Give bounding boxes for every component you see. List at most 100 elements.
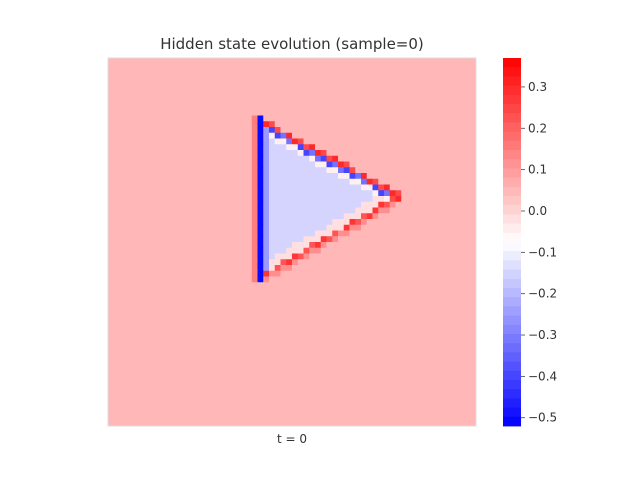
heatmap-cell <box>372 362 379 369</box>
heatmap-cell <box>223 121 230 128</box>
heatmap-cell <box>177 305 184 312</box>
heatmap-cell <box>297 247 304 254</box>
heatmap-cell <box>297 132 304 139</box>
heatmap-cell <box>269 351 276 358</box>
heatmap-cell <box>113 207 120 214</box>
heatmap-cell <box>464 265 471 272</box>
heatmap-cell <box>108 98 115 105</box>
heatmap-cell <box>211 403 218 410</box>
heatmap-cell <box>286 293 293 300</box>
heatmap-cell <box>378 305 385 312</box>
heatmap-cell <box>355 121 362 128</box>
heatmap-cell <box>108 219 115 226</box>
heatmap-cell <box>246 282 253 289</box>
heatmap-cell <box>131 242 138 249</box>
heatmap-cell <box>389 109 396 116</box>
heatmap-cell <box>211 334 218 341</box>
heatmap-cell <box>303 213 310 220</box>
heatmap-cell <box>159 144 166 151</box>
heatmap-cell <box>464 69 471 76</box>
heatmap-cell <box>303 144 310 151</box>
heatmap-cell <box>372 63 379 70</box>
heatmap-cell <box>251 224 258 231</box>
heatmap-cell <box>223 161 230 168</box>
heatmap-cell <box>292 242 299 249</box>
heatmap-cell <box>142 219 149 226</box>
heatmap-cell <box>142 351 149 358</box>
heatmap-cell <box>154 127 161 134</box>
heatmap-cell <box>136 299 143 306</box>
heatmap-cell <box>142 316 149 323</box>
heatmap-cell <box>171 75 178 82</box>
heatmap-cell <box>154 282 161 289</box>
heatmap-cell <box>292 276 299 283</box>
heatmap-cell <box>366 104 373 111</box>
heatmap-cell <box>182 230 189 237</box>
heatmap-cell <box>441 282 448 289</box>
heatmap-cell <box>205 288 212 295</box>
heatmap-cell <box>424 121 431 128</box>
heatmap-cell <box>113 161 120 168</box>
heatmap-cell <box>171 63 178 70</box>
heatmap-cell <box>165 385 172 392</box>
heatmap-cell <box>407 138 414 145</box>
heatmap-cell <box>355 293 362 300</box>
heatmap-cell <box>355 173 362 180</box>
heatmap-cell <box>280 374 287 381</box>
heatmap-cell <box>228 63 235 70</box>
heatmap-cell <box>418 196 425 203</box>
heatmap-cell <box>131 276 138 283</box>
heatmap-cell <box>194 86 201 93</box>
heatmap-cell <box>136 403 143 410</box>
heatmap-cell <box>142 127 149 134</box>
heatmap-cell <box>343 150 350 157</box>
heatmap-cell <box>320 207 327 214</box>
heatmap-cell <box>401 69 408 76</box>
heatmap-cell <box>240 213 247 220</box>
heatmap-cell <box>223 357 230 364</box>
heatmap-cell <box>435 259 442 266</box>
heatmap-cell <box>234 178 241 185</box>
heatmap-cell <box>435 92 442 99</box>
heatmap-cell <box>217 282 224 289</box>
heatmap-cell <box>108 121 115 128</box>
heatmap-cell <box>309 391 316 398</box>
heatmap-cell <box>372 104 379 111</box>
heatmap-cell <box>251 230 258 237</box>
heatmap-cell <box>136 357 143 364</box>
heatmap-cell <box>280 75 287 82</box>
heatmap-cell <box>447 138 454 145</box>
heatmap-cell <box>464 144 471 151</box>
heatmap-cell <box>165 213 172 220</box>
heatmap-cell <box>407 282 414 289</box>
heatmap-cell <box>148 144 155 151</box>
heatmap-cell <box>338 368 345 375</box>
heatmap-cell <box>223 328 230 335</box>
heatmap-cell <box>361 339 368 346</box>
heatmap-cell <box>148 334 155 341</box>
heatmap-cell <box>453 276 460 283</box>
heatmap-cell <box>458 196 465 203</box>
heatmap-cell <box>424 270 431 277</box>
heatmap-cell <box>292 403 299 410</box>
heatmap-cell <box>263 190 270 197</box>
heatmap-cell <box>366 380 373 387</box>
heatmap-cell <box>228 98 235 105</box>
heatmap-cell <box>338 420 345 427</box>
heatmap-cell <box>430 420 437 427</box>
heatmap-cell <box>366 224 373 231</box>
heatmap-cell <box>205 167 212 174</box>
heatmap-cell <box>418 109 425 116</box>
heatmap-cell <box>234 132 241 139</box>
heatmap-cell <box>320 282 327 289</box>
heatmap-cell <box>269 196 276 203</box>
heatmap-cell <box>234 184 241 191</box>
heatmap-cell <box>458 242 465 249</box>
heatmap-cell <box>286 414 293 421</box>
heatmap-cell <box>332 75 339 82</box>
heatmap-cell <box>401 207 408 214</box>
colorbar-segment <box>503 140 521 151</box>
heatmap-cell <box>240 190 247 197</box>
heatmap-cell <box>418 167 425 174</box>
heatmap-cell <box>395 299 402 306</box>
